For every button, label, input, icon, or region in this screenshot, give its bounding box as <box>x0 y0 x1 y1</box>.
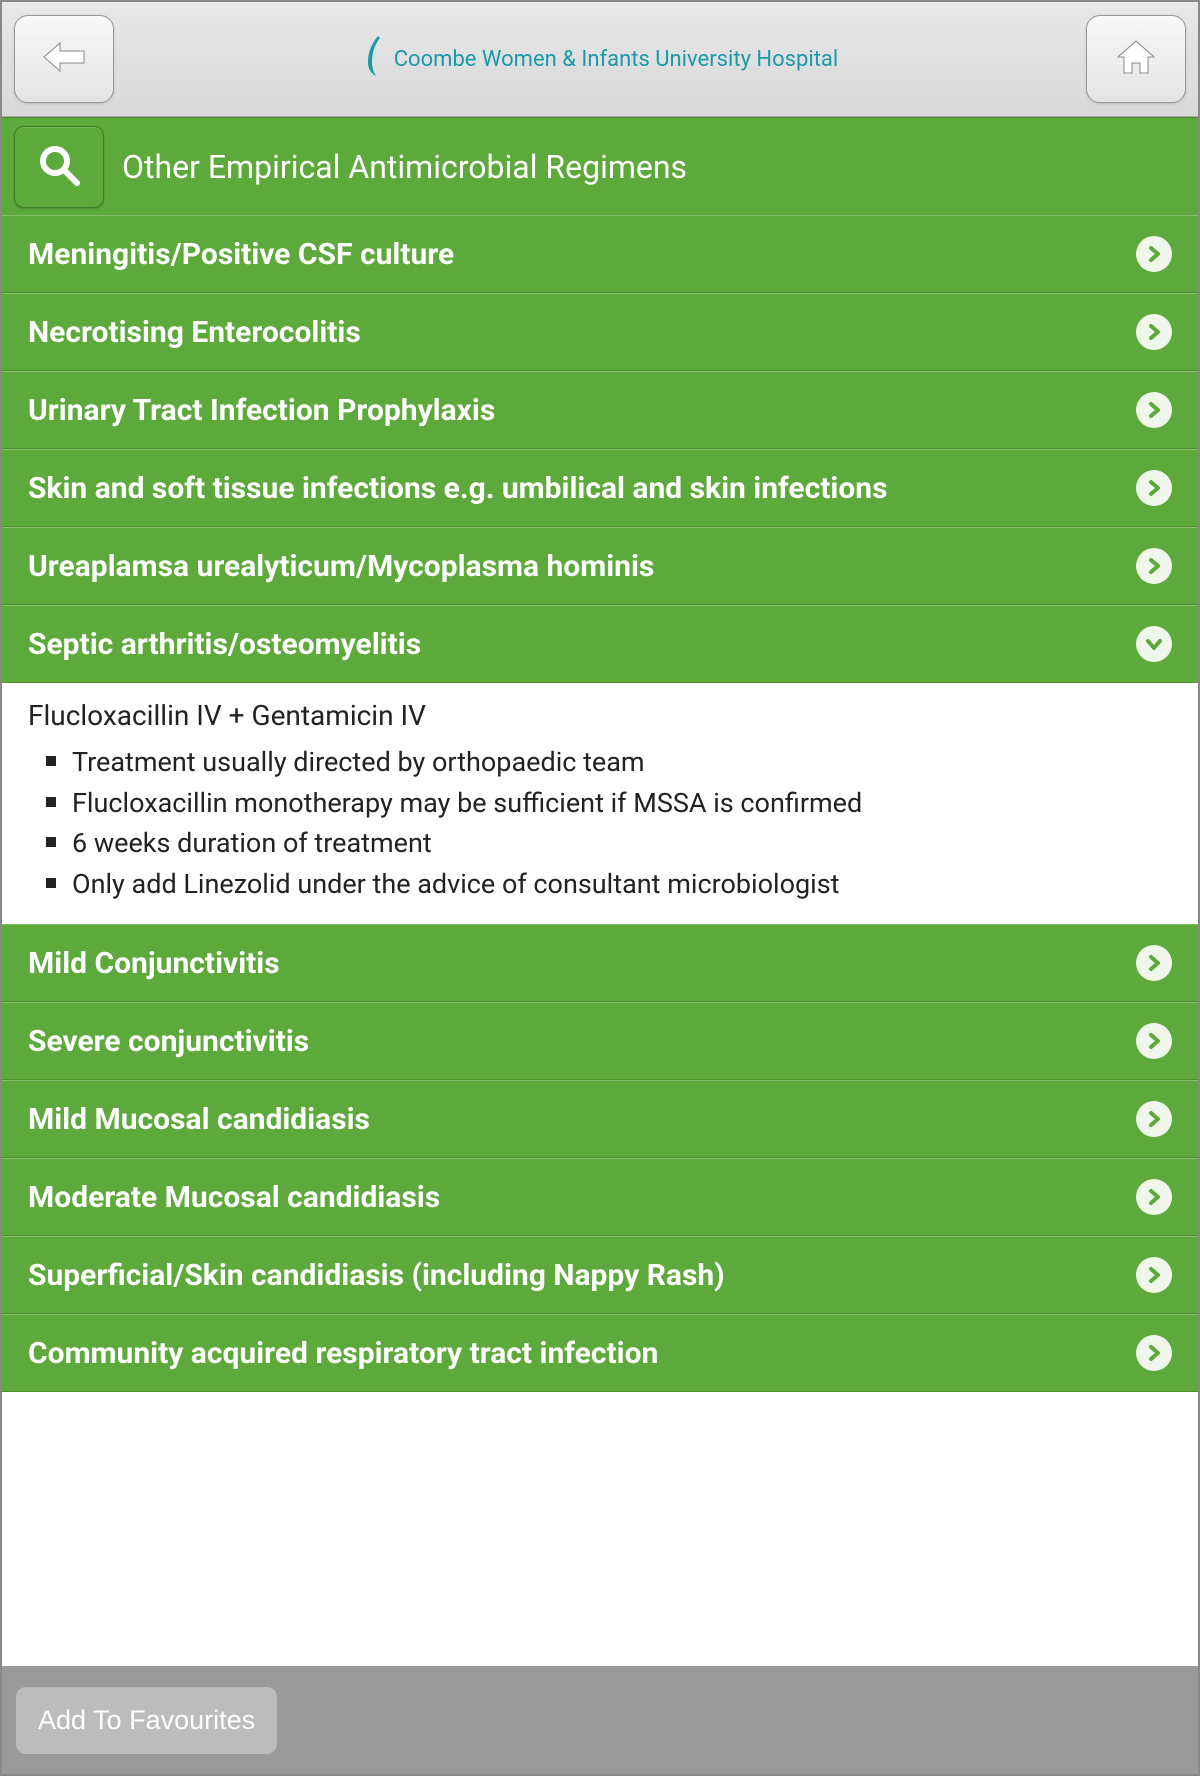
chevron-right-icon <box>1136 548 1172 584</box>
chevron-right-icon <box>1136 1179 1172 1215</box>
regimen-item-detail: Flucloxacillin IV + Gentamicin IV Treatme… <box>2 683 1198 924</box>
regimen-item-label: Skin and soft tissue infections e.g. umb… <box>28 471 888 506</box>
regimen-item-label: Mild Mucosal candidiasis <box>28 1102 370 1137</box>
chevron-right-icon <box>1136 945 1172 981</box>
chevron-right-icon <box>1136 314 1172 350</box>
regimen-item[interactable]: Urinary Tract Infection Prophylaxis <box>2 371 1198 449</box>
content-spacer <box>2 1392 1198 1666</box>
detail-bullet: Only add Linezolid under the advice of c… <box>46 864 1172 905</box>
regimen-item-label: Meningitis/Positive CSF culture <box>28 237 454 272</box>
page-title: Other Empirical Antimicrobial Regimens <box>122 148 687 186</box>
regimen-item-label: Superficial/Skin candidiasis (including … <box>28 1258 725 1293</box>
regimen-item[interactable]: Septic arthritis/osteomyelitis <box>2 605 1198 683</box>
regimen-item[interactable]: Necrotising Enterocolitis <box>2 293 1198 371</box>
chevron-right-icon <box>1136 1257 1172 1293</box>
search-button[interactable] <box>14 126 104 208</box>
app-header: Coombe Women & Infants University Hospit… <box>2 2 1198 117</box>
chevron-right-icon <box>1136 392 1172 428</box>
regimen-item[interactable]: Mild Mucosal candidiasis <box>2 1080 1198 1158</box>
regimen-item-label: Ureaplamsa urealyticum/Mycoplasma homini… <box>28 549 654 584</box>
regimen-item[interactable]: Mild Conjunctivitis <box>2 924 1198 1002</box>
chevron-right-icon <box>1136 1101 1172 1137</box>
regimen-item-label: Urinary Tract Infection Prophylaxis <box>28 393 495 428</box>
regimen-item-label: Necrotising Enterocolitis <box>28 315 361 350</box>
chevron-right-icon <box>1136 470 1172 506</box>
chevron-right-icon <box>1136 236 1172 272</box>
detail-bullet: Treatment usually directed by orthopaedi… <box>46 742 1172 783</box>
regimen-item-label: Mild Conjunctivitis <box>28 946 280 981</box>
chevron-right-icon <box>1136 1023 1172 1059</box>
regimen-item[interactable]: Skin and soft tissue infections e.g. umb… <box>2 449 1198 527</box>
regimen-item-label: Moderate Mucosal candidiasis <box>28 1180 440 1215</box>
back-button[interactable] <box>14 15 114 103</box>
regimen-item[interactable]: Community acquired respiratory tract inf… <box>2 1314 1198 1392</box>
chevron-right-icon <box>1136 1335 1172 1371</box>
regimen-item[interactable]: Severe conjunctivitis <box>2 1002 1198 1080</box>
regimen-item[interactable]: Meningitis/Positive CSF culture <box>2 215 1198 293</box>
regimen-item[interactable]: Moderate Mucosal candidiasis <box>2 1158 1198 1236</box>
search-icon <box>37 143 81 191</box>
regimen-item-label: Severe conjunctivitis <box>28 1024 309 1059</box>
regimen-item[interactable]: Superficial/Skin candidiasis (including … <box>2 1236 1198 1314</box>
detail-bullet-list: Treatment usually directed by orthopaedi… <box>28 742 1172 904</box>
logo-swoosh-icon <box>362 34 388 84</box>
add-to-favourites-button[interactable]: Add To Favourites <box>16 1687 277 1754</box>
app-footer: Add To Favourites <box>2 1666 1198 1774</box>
home-button[interactable] <box>1086 15 1186 103</box>
regimen-list: Meningitis/Positive CSF culture Necrotisi… <box>2 215 1198 1392</box>
detail-bullet: 6 weeks duration of treatment <box>46 823 1172 864</box>
regimen-item[interactable]: Ureaplamsa urealyticum/Mycoplasma homini… <box>2 527 1198 605</box>
hospital-logo: Coombe Women & Infants University Hospit… <box>362 34 839 84</box>
title-bar: Other Empirical Antimicrobial Regimens <box>2 117 1198 215</box>
detail-bullet: Flucloxacillin monotherapy may be suffic… <box>46 783 1172 824</box>
logo-text: Coombe Women & Infants University Hospit… <box>394 47 839 72</box>
home-icon <box>1114 37 1158 81</box>
chevron-down-icon <box>1136 626 1172 662</box>
regimen-item-label: Septic arthritis/osteomyelitis <box>28 627 421 662</box>
back-arrow-icon <box>42 41 86 77</box>
detail-heading: Flucloxacillin IV + Gentamicin IV <box>28 699 1172 732</box>
regimen-item-label: Community acquired respiratory tract inf… <box>28 1336 658 1371</box>
